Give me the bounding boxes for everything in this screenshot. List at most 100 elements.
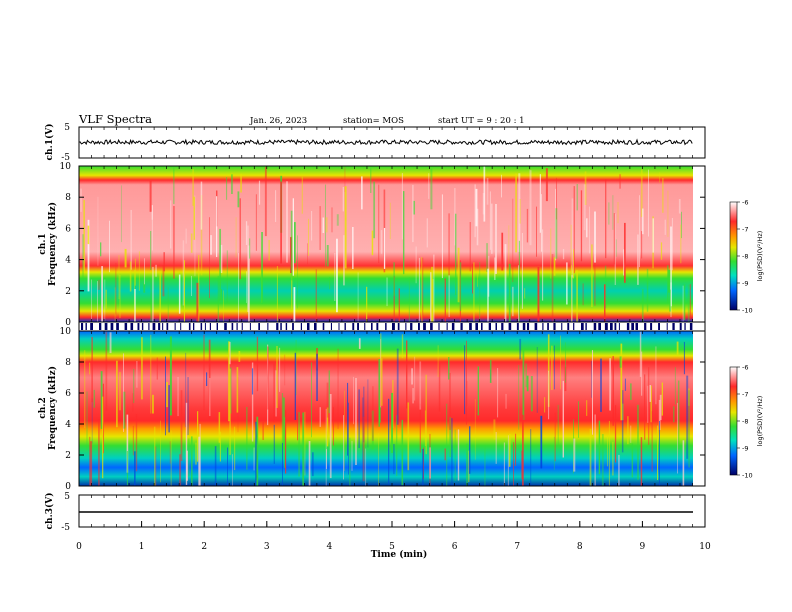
separator-mark — [405, 323, 407, 330]
spectrogram-streak — [89, 362, 91, 375]
spectrogram-streak — [515, 433, 517, 466]
spectrogram-streak — [87, 225, 90, 245]
spectrogram-streak — [669, 289, 671, 312]
spectrogram-streak — [472, 263, 473, 294]
spectrogram-streak — [279, 347, 281, 392]
separator-mark — [152, 323, 156, 330]
spectrogram-streak — [143, 282, 146, 293]
spectrogram-streak — [551, 254, 554, 322]
spectrogram-streak — [238, 351, 241, 362]
spectrogram-streak — [624, 222, 626, 283]
spectrogram-streak — [165, 356, 166, 436]
spectrogram-streak — [541, 194, 542, 252]
spectrogram-streak — [620, 343, 623, 421]
spectrogram-streak — [209, 217, 210, 299]
spectrogram-streak — [170, 430, 172, 486]
separator-mark — [423, 323, 426, 330]
spectrogram-streak — [267, 346, 269, 410]
spectrogram-streak — [169, 336, 172, 416]
y-tick-label: 4 — [65, 256, 71, 266]
separator-mark — [631, 323, 634, 330]
spectrogram-streak — [357, 272, 359, 322]
spectrogram-streak — [200, 181, 203, 230]
spectrogram-streak — [518, 240, 520, 322]
spectrogram-streak — [464, 345, 466, 415]
spectrogram-streak — [191, 436, 193, 486]
spectrogram-streak — [604, 265, 607, 309]
separator-mark — [522, 323, 526, 330]
spectrogram-streak — [82, 234, 84, 281]
separator-mark — [604, 323, 608, 330]
y-tick-label: 4 — [65, 420, 71, 430]
spectrogram-streak — [179, 454, 182, 486]
spectrogram-streak — [362, 416, 365, 482]
spectrogram-streak — [495, 432, 497, 464]
spectrogram-streak — [187, 377, 189, 436]
spectrogram-streak — [180, 390, 183, 461]
spectrogram-streak — [652, 218, 654, 253]
spectrogram-streak — [477, 366, 479, 416]
spectrogram-streak — [457, 429, 460, 481]
spectrogram-streak — [419, 403, 421, 453]
separator-mark — [90, 323, 93, 330]
spectrogram-streak — [101, 266, 103, 322]
spectrogram-streak — [208, 339, 211, 420]
y-tick-label: 2 — [65, 287, 71, 297]
spectrogram-streak — [308, 218, 309, 256]
spectrogram-streak — [554, 412, 556, 462]
spectrogram-streak — [98, 419, 100, 486]
spectrogram-streak — [343, 235, 345, 286]
spectrogram-streak — [109, 220, 110, 273]
x-tick-label: 3 — [264, 542, 270, 552]
spectrogram-streak — [469, 222, 471, 272]
separator-mark — [322, 323, 325, 330]
spectrogram-streak — [190, 233, 193, 253]
spectrogram-streak — [537, 267, 540, 322]
spectrogram-streak — [322, 217, 325, 233]
spectrogram-streak — [484, 446, 486, 486]
spectrogram-streak — [689, 284, 691, 320]
spectrogram-streak — [474, 184, 476, 238]
colorbar-ch1: -6 -7 -8 -9 -10 log(PSD)(V²/Hz) — [729, 199, 764, 315]
separator-mark — [344, 323, 346, 330]
spectrogram-streak — [518, 365, 520, 430]
spectrogram-streak — [676, 341, 679, 355]
separator-mark — [99, 323, 102, 330]
x-tick-label: 1 — [139, 542, 145, 552]
spectrogram-streak — [454, 188, 456, 246]
spectrogram-streak — [491, 203, 493, 254]
spectrogram-streak — [600, 358, 602, 412]
spectrogram-streak — [688, 390, 690, 468]
spectrogram-streak — [336, 238, 338, 313]
spectrogram-streak — [586, 400, 588, 416]
spectrogram-streak — [393, 275, 395, 322]
separator-mark — [188, 323, 191, 330]
spectrogram-streak — [297, 413, 298, 441]
separator-mark — [610, 323, 613, 330]
spectrogram-streak — [647, 385, 649, 423]
spectrogram-streak — [512, 286, 514, 317]
spectrogram-streak — [188, 438, 190, 477]
spectrogram-streak — [144, 258, 145, 285]
spectrogram-streak — [398, 288, 400, 322]
separator-mark — [446, 323, 448, 330]
spectrogram-streak — [682, 285, 684, 322]
spectrogram-streak — [282, 397, 285, 450]
spectrogram-streak — [526, 375, 529, 392]
spectrogram-streak — [658, 399, 661, 431]
spectrogram-streak — [487, 268, 489, 322]
spectrogram-streak — [366, 286, 368, 322]
spectrogram-streak — [237, 191, 240, 208]
spectrogram-streak — [226, 250, 228, 303]
spectrogram-streak — [396, 348, 399, 425]
spectrogram-streak — [556, 177, 557, 220]
spectrogram-streak — [282, 442, 283, 486]
colorbar-tick-label: -9 — [742, 445, 748, 453]
spectrogram-streak — [355, 378, 357, 465]
spectrogram-streak — [576, 184, 578, 211]
separator-mark — [137, 323, 140, 330]
separator-mark — [85, 323, 87, 330]
spectrogram-streak — [673, 406, 675, 423]
spectrogram-streak — [378, 433, 379, 486]
spectrogram-streak — [118, 255, 120, 300]
